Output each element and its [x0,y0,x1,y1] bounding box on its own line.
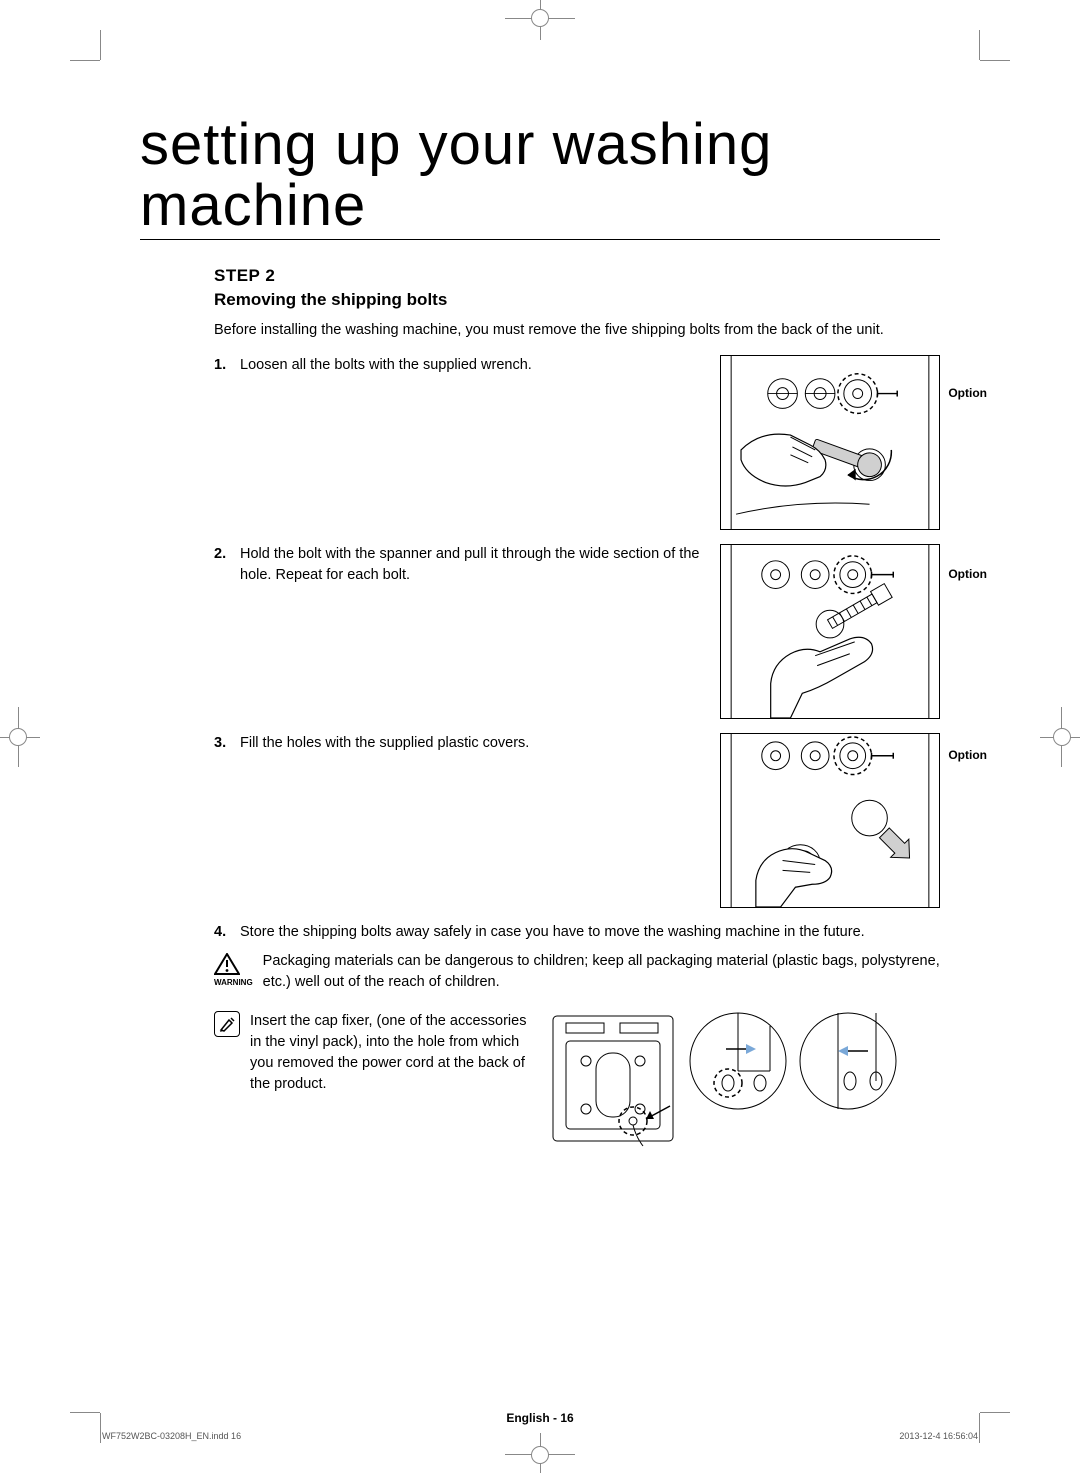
footer-file-info: WF752W2BC-03208H_EN.indd 16 [102,1431,241,1441]
subtitle: Removing the shipping bolts [214,290,940,310]
warning-text: Packaging materials can be dangerous to … [263,951,940,993]
step-2-option: Option [948,567,987,581]
cap-fixer-figure-2 [688,1011,788,1111]
step-4-num: 4. [214,922,232,943]
cap-fixer-figure-3 [798,1011,898,1111]
intro-text: Before installing the washing machine, y… [214,320,940,341]
footer-page-number: English - 16 [506,1411,573,1425]
warning-icon [214,951,240,977]
step-1-figure: Option [720,355,940,530]
step-3-row: 3. Fill the holes with the supplied plas… [214,733,940,908]
step-2-text: Hold the bolt with the spanner and pull … [240,544,702,586]
note-text: Insert the cap fixer, (one of the access… [250,1011,530,1095]
note-row: Insert the cap fixer, (one of the access… [214,1011,940,1151]
note-icon [214,1011,240,1037]
step-4-row: 4. Store the shipping bolts away safely … [214,922,940,943]
step-4-text: Store the shipping bolts away safely in … [240,922,865,943]
step-1-option: Option [948,386,987,400]
step-2-num: 2. [214,544,232,565]
step-label: STEP 2 [214,266,940,286]
cap-fixer-figure-1 [548,1011,678,1151]
step-3-num: 3. [214,733,232,754]
step-1-text: Loosen all the bolts with the supplied w… [240,355,532,376]
warning-row: WARNING Packaging materials can be dange… [214,951,940,993]
footer-timestamp: 2013-12-4 16:56:04 [899,1431,978,1441]
step-1-num: 1. [214,355,232,376]
step-2-row: 2. Hold the bolt with the spanner and pu… [214,544,940,719]
page-content: setting up your washing machine STEP 2 R… [140,115,940,1383]
page-title: setting up your washing machine [140,115,940,240]
step-1-row: 1. Loosen all the bolts with the supplie… [214,355,940,530]
step-3-text: Fill the holes with the supplied plastic… [240,733,529,754]
step-3-option: Option [948,748,987,762]
step-3-figure: Option [720,733,940,908]
step-2-figure: Option [720,544,940,719]
warning-label: WARNING [214,977,253,989]
